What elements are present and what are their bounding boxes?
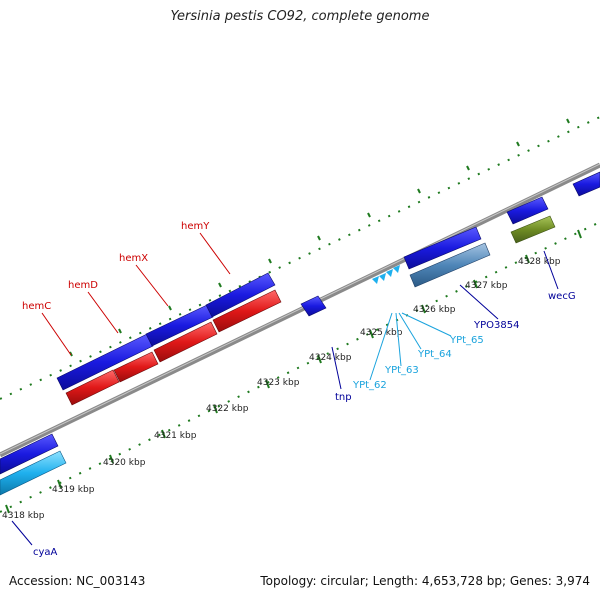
gene-label-YPt_63[interactable]: YPt_63 (384, 365, 419, 376)
gene-block-cyaA-light[interactable] (0, 450, 67, 496)
accession-text: Accession: NC_003143 (9, 574, 146, 588)
gene-block-hemD-rev[interactable] (113, 351, 159, 383)
gene-block-hemY[interactable] (205, 272, 276, 318)
tick-label: 4328 kbp (518, 257, 561, 267)
inner-ruler-ticks (5, 229, 582, 514)
leader-line-hemX (135, 264, 169, 307)
trna-arrow-62[interactable] (372, 276, 379, 284)
gene-label-YPO3854[interactable]: YPO3854 (473, 320, 519, 331)
tick-label: 4324 kbp (309, 353, 352, 363)
gene-block-hemC-rev[interactable] (65, 369, 120, 406)
leader-line-YPt_64 (398, 312, 422, 350)
gene-label-hemX[interactable]: hemX (119, 253, 148, 264)
gene-label-YPt_65[interactable]: YPt_65 (449, 335, 484, 346)
leader-line-YPt_63 (395, 312, 402, 367)
leader-line-wecG (543, 250, 559, 290)
tick-label: 4321 kbp (154, 431, 197, 441)
leader-line-YPt_62 (369, 312, 393, 381)
trna-markers (372, 265, 400, 284)
tick-label: 4320 kbp (103, 458, 146, 468)
reverse-cds-track (65, 289, 282, 406)
forward-cds-track (0, 171, 600, 475)
tick-label: 4319 kbp (52, 485, 95, 495)
gene-block-cyaA[interactable] (0, 433, 59, 475)
gene-label-cyaA[interactable]: cyaA (33, 547, 58, 558)
leader-line-YPO3854 (459, 284, 499, 320)
gene-label-hemC[interactable]: hemC (22, 301, 51, 312)
leader-line-hemY (199, 232, 231, 275)
genome-summary-text: Topology: circular; Length: 4,653,728 bp… (260, 574, 590, 588)
gene-block-YPt[interactable] (403, 226, 482, 270)
gene-label-YPt_62[interactable]: YPt_62 (352, 380, 387, 391)
gene-label-tnp[interactable]: tnp (335, 392, 352, 403)
tick-label: 4325 kbp (360, 328, 403, 338)
tick-label: 4322 kbp (206, 404, 249, 414)
tick-label: 4318 kbp (2, 511, 45, 521)
leader-line-cyaA (11, 520, 33, 546)
gene-label-wecG[interactable]: wecG (548, 291, 576, 302)
outer-ruler-ticks (69, 118, 570, 357)
gene-block-hemC[interactable] (56, 333, 154, 391)
leader-line-YPt_65 (401, 312, 452, 337)
gene-block-wecG-olive[interactable] (510, 215, 556, 244)
map-title: Yersinia pestis CO92, complete genome (170, 9, 430, 24)
tick-label: 4323 kbp (257, 378, 300, 388)
gene-block-hemY-rev[interactable] (212, 289, 282, 333)
outer-ruler-dots (0, 116, 600, 400)
gene-block-wecG[interactable] (506, 196, 549, 225)
tick-label: 4327 kbp (465, 281, 508, 291)
leader-line-hemC (41, 312, 72, 356)
leader-line-tnp (331, 346, 342, 390)
gene-block-YPO3854[interactable] (409, 242, 491, 288)
gene-block-hemD[interactable] (145, 304, 214, 347)
gene-label-hemD[interactable]: hemD (68, 280, 98, 291)
trna-arrow-64[interactable] (386, 269, 393, 277)
leader-line-hemD (87, 291, 119, 334)
gene-block-edge[interactable] (572, 171, 600, 197)
gene-block-hemX-rev[interactable] (153, 321, 218, 363)
genome-backbone (0, 162, 600, 458)
gene-label-YPt_64[interactable]: YPt_64 (417, 349, 452, 360)
trna-arrow-65[interactable] (393, 265, 400, 273)
trna-arrow-63[interactable] (379, 273, 386, 281)
gene-label-hemY[interactable]: hemY (181, 221, 210, 232)
gene-block-tnp[interactable] (300, 295, 327, 317)
tick-label: 4326 kbp (413, 305, 456, 315)
inner-ruler-dots (0, 221, 600, 513)
